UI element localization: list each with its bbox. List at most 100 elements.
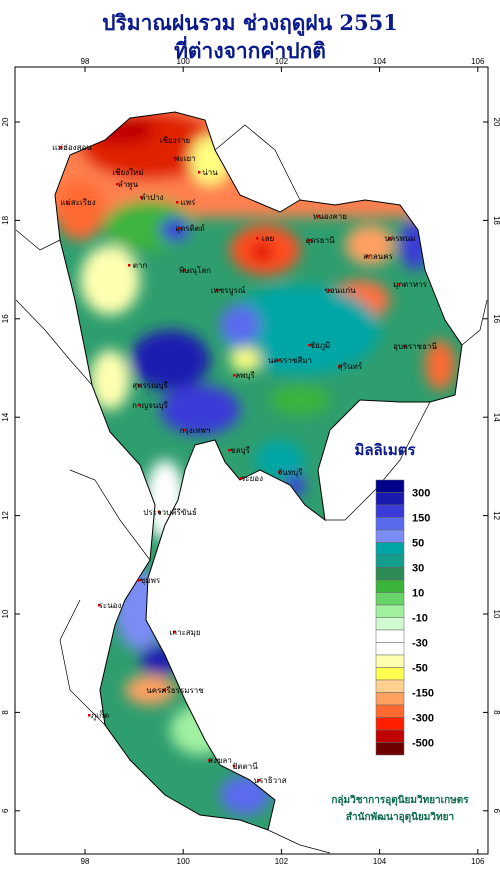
place-label: เลย <box>262 234 274 243</box>
lat-tick-label: 10 <box>492 610 500 619</box>
lat-tick-label: 16 <box>492 314 500 323</box>
station-marker <box>233 765 236 768</box>
lat-tick-label: 14 <box>492 413 500 422</box>
legend-label: 30 <box>412 563 424 575</box>
place-label: นครพนม <box>384 234 415 243</box>
place-label: ตาก <box>133 261 148 270</box>
place-label: อุตรดิตถ์ <box>175 223 205 233</box>
lon-tick-label: 100 <box>177 57 191 66</box>
station-marker <box>98 604 101 607</box>
legend-label: 50 <box>412 538 424 550</box>
lat-tick-label: 6 <box>1 808 10 813</box>
place-label: ชัยภูมิ <box>310 341 331 351</box>
legend-swatch <box>375 542 405 556</box>
station-marker <box>158 511 161 514</box>
station-marker <box>228 449 231 452</box>
lat-tick-label: 8 <box>1 710 10 715</box>
station-marker <box>366 255 369 258</box>
neighbor-borders <box>15 124 488 854</box>
station-marker <box>88 714 91 717</box>
place-label: ระยอง <box>241 474 263 483</box>
legend-label: 150 <box>412 513 430 525</box>
lat-tick-label: 12 <box>1 511 10 520</box>
station-marker <box>140 196 143 199</box>
station-marker <box>388 237 391 240</box>
lat-tick-label: 16 <box>1 314 10 323</box>
station-marker <box>163 139 166 142</box>
lat-tick-label: 8 <box>492 710 500 715</box>
station-marker <box>256 237 259 240</box>
map-frame <box>14 66 489 855</box>
lon-tick-label: 98 <box>81 857 90 866</box>
station-marker <box>178 227 181 230</box>
place-label: ชลบุรี <box>230 446 250 455</box>
place-label: เชียงใหม่ <box>112 168 143 177</box>
lon-tick-label: 102 <box>275 57 289 66</box>
place-label: กาญจนบุรี <box>132 401 168 410</box>
lon-tick-label: 106 <box>471 57 485 66</box>
place-label: ปัตตานี <box>232 762 258 771</box>
legend-swatch <box>375 592 405 606</box>
place-label: สกลนคร <box>363 252 393 261</box>
place-label: เกาะสมุย <box>169 628 200 637</box>
place-label: สุรินทร์ <box>338 361 363 371</box>
station-marker <box>328 289 331 292</box>
station-marker <box>338 365 341 368</box>
country-outline <box>54 111 463 831</box>
legend-label: -10 <box>412 613 428 625</box>
legend-swatch <box>375 579 405 593</box>
place-label: ชุมพร <box>140 576 161 585</box>
legend-swatch <box>375 704 405 718</box>
legend-label: -150 <box>412 688 434 700</box>
place-label: อุดรธานี <box>305 236 335 245</box>
place-label: แม่สะเรียง <box>60 198 95 207</box>
station-marker <box>163 689 166 692</box>
place-label: เพชรบูรณ์ <box>211 285 246 296</box>
place-label: กรุงเทพฯ <box>180 426 211 435</box>
legend-swatch <box>375 529 405 543</box>
legend-swatch <box>375 642 405 656</box>
legend-label: 10 <box>412 588 424 600</box>
rainfall-field <box>55 112 462 830</box>
legend-label: -30 <box>412 638 428 650</box>
legend-swatch <box>375 654 405 668</box>
station-marker <box>173 157 176 160</box>
lat-tick-label: 6 <box>492 809 500 814</box>
lon-tick-label: 102 <box>275 857 289 866</box>
legend-swatch <box>375 479 405 493</box>
station-marker <box>198 171 201 174</box>
legend-label: 300 <box>412 488 430 500</box>
place-label: ลำปาง <box>141 193 164 202</box>
place-label: แพร่ <box>181 198 196 207</box>
station-marker <box>116 171 119 174</box>
legend-label: -50 <box>412 663 428 675</box>
legend-swatch <box>375 554 405 568</box>
place-label: ลพบุรี <box>235 371 255 380</box>
lat-tick-label: 20 <box>1 117 10 126</box>
legend-swatch <box>375 667 405 681</box>
place-label: พะเยา <box>174 154 195 163</box>
station-marker <box>60 146 63 149</box>
station-marker <box>278 471 281 474</box>
station-marker <box>183 269 186 272</box>
title-line: ที่ต่างจากค่าปกติ <box>174 35 326 63</box>
place-label: นครศรีธรรมราช <box>146 686 204 695</box>
legend-swatch <box>375 629 405 643</box>
station-marker <box>240 477 243 480</box>
lon-tick-label: 104 <box>373 57 387 66</box>
legend-swatch <box>375 604 405 618</box>
lat-tick-label: 10 <box>1 609 10 618</box>
place-label: มุกดาหาร <box>393 280 428 289</box>
place-label: หนองคาย <box>313 212 347 221</box>
place-label: ลำพูน <box>118 180 139 190</box>
legend-swatch <box>375 492 405 506</box>
place-label: ขอนแก่น <box>324 286 356 295</box>
place-label: เชียงราย <box>160 136 190 145</box>
station-marker <box>233 374 236 377</box>
station-marker <box>403 345 406 348</box>
legend-label: -300 <box>412 713 434 725</box>
place-label: นครราชสีมา <box>268 356 312 365</box>
legend-swatch <box>375 504 405 518</box>
lon-tick-label: 104 <box>373 857 387 866</box>
legend-swatch <box>375 729 405 743</box>
